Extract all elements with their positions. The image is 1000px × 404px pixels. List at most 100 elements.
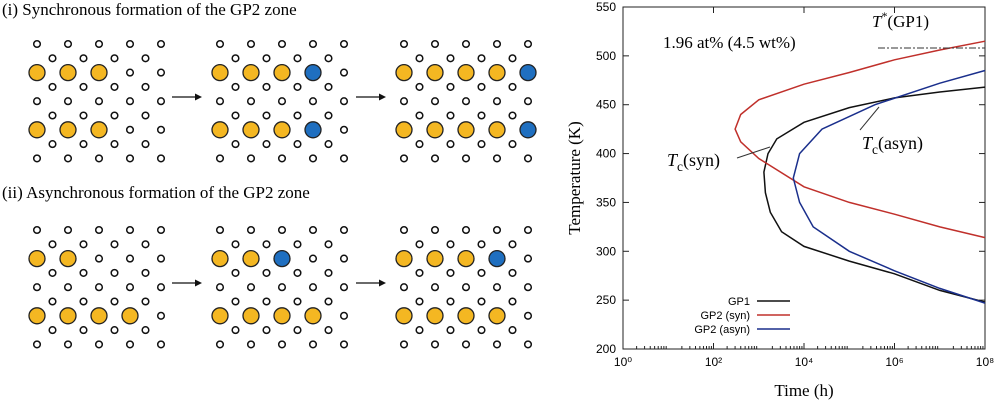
matrix-atom [399,39,409,49]
matrix-atom [277,340,287,349]
solute-atom [457,249,475,268]
matrix-atom [430,283,440,292]
matrix-atom [446,326,455,335]
matrix-atom [293,268,302,277]
matrix-atom [32,154,42,163]
matrix-atom [415,326,424,335]
matrix-atom [277,154,287,163]
annotation: T*(GP1) [872,9,929,31]
matrix-atom [293,111,302,120]
matrix-atom [523,254,533,263]
series-line [734,40,986,239]
matrix-atom [156,283,166,292]
matrix-atom [399,283,409,292]
matrix-atom [446,54,455,63]
matrix-atom [492,283,502,292]
matrix-atom [461,154,471,163]
matrix-atom [231,111,240,120]
chart: 200 250 300 350 400 450 500 550 10⁰ 10² 10⁴ 10⁶ 10⁸ T… [565,0,994,400]
matrix-atom [324,111,333,120]
matrix-atom [246,283,256,292]
matrix-atom [215,283,225,292]
matrix-atom [339,340,349,349]
matrix-atom [125,254,135,263]
annotation-text: (syn) [683,150,720,171]
matrix-atom [399,340,409,349]
matrix-atom [156,311,166,320]
matrix-atom [63,154,73,163]
matrix-atom [508,140,517,149]
plot-frame [622,6,986,350]
matrix-atom [293,297,302,306]
solute-atom [28,249,46,268]
matrix-atom [156,68,166,77]
matrix-atom [79,82,88,91]
matrix-atom [523,225,533,235]
matrix-atom [508,54,517,63]
solute-atom [242,307,260,325]
matrix-atom [79,240,88,249]
gp2-atom [488,249,506,268]
matrix-atom [461,340,471,349]
panel-title: (ii) Asynchronous formation of the GP2 z… [2,183,310,202]
matrix-atom [339,283,349,292]
matrix-atom [231,326,240,335]
matrix-atom [508,82,517,91]
matrix-atom [523,311,533,320]
solute-atom [90,121,108,139]
y-tick-label: 450 [596,98,616,112]
matrix-atom [94,340,104,349]
solute-atom [457,121,475,139]
matrix-atom [63,225,73,235]
matrix-atom [508,326,517,335]
legend-label: GP2 (syn) [700,310,750,322]
matrix-atom [262,140,271,149]
matrix-atom [110,240,119,249]
matrix-atom [48,268,57,277]
matrix-atom [156,225,166,235]
matrix-atom [339,225,349,235]
gp2-atom [304,121,322,139]
matrix-atom [79,268,88,277]
matrix-atom [125,68,135,77]
matrix-atom [430,225,440,235]
matrix-atom [48,54,57,63]
solute-atom [211,249,229,268]
matrix-atom [231,54,240,63]
matrix-atom [141,268,150,277]
matrix-atom [492,39,502,49]
matrix-atom [461,225,471,235]
x-tick-label: 10⁸ [976,355,994,369]
matrix-atom [339,39,349,49]
solute-atom [59,307,77,325]
solute-atom [59,249,77,268]
matrix-atom [262,268,271,277]
matrix-atom [79,326,88,335]
matrix-atom [339,125,349,134]
matrix-atom [215,39,225,49]
matrix-atom [508,268,517,277]
y-tick-label: 550 [596,0,616,14]
annotation-symbol: T [872,12,883,31]
matrix-atom [324,54,333,63]
matrix-atom [477,268,486,277]
matrix-atom [324,297,333,306]
gp2-atom [519,121,537,139]
matrix-atom [461,97,471,106]
matrix-atom [79,297,88,306]
matrix-atom [79,54,88,63]
matrix-atom [477,111,486,120]
matrix-atom [477,297,486,306]
matrix-atom [339,311,349,320]
matrix-atom [399,225,409,235]
solute-atom [28,121,46,139]
matrix-atom [231,240,240,249]
solute-atom [395,121,413,139]
matrix-atom [508,240,517,249]
legend-label: GP2 (asyn) [694,324,750,336]
annotation-sup: * [881,9,887,23]
solute-atom [28,63,46,82]
matrix-atom [277,39,287,49]
matrix-atom [231,268,240,277]
